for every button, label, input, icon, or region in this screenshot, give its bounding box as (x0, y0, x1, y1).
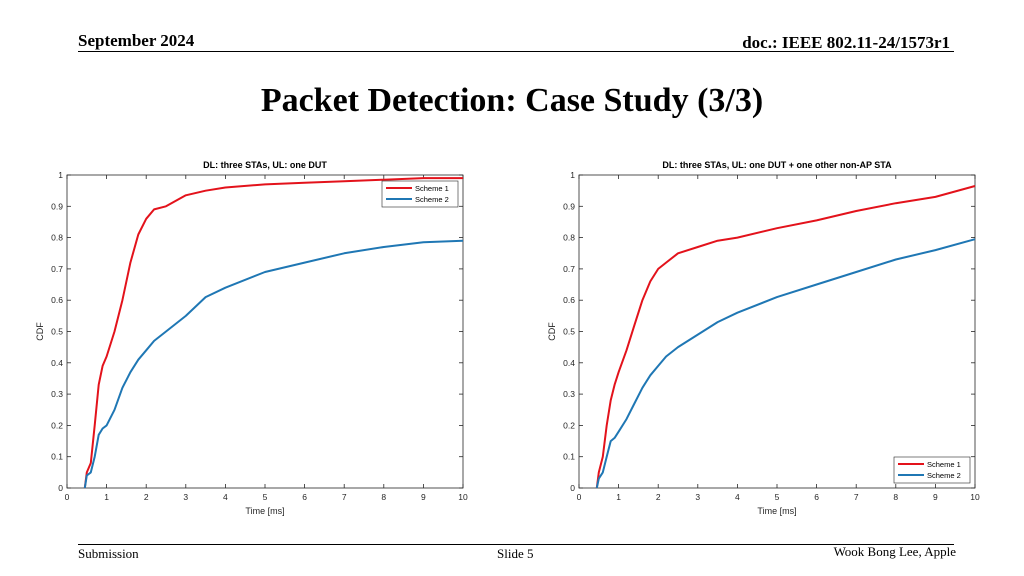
y-tick-label: 0.8 (563, 233, 575, 243)
plot-area (66, 174, 464, 489)
y-tick-label: 0.9 (563, 201, 575, 211)
header-date: September 2024 (78, 31, 195, 50)
x-tick-label: 0 (577, 492, 582, 502)
x-tick-label: 10 (458, 492, 468, 502)
x-axis-label: Time [ms] (757, 506, 796, 516)
x-tick-label: 1 (104, 492, 109, 502)
legend-box (381, 180, 459, 208)
y-tick-label: 1 (58, 170, 63, 180)
legend-label-1: Scheme 1 (927, 460, 961, 469)
x-axis-label: Time [ms] (245, 506, 284, 516)
x-tick-label: 7 (854, 492, 859, 502)
x-tick-label: 6 (814, 492, 819, 502)
y-tick-label: 0.9 (51, 201, 63, 211)
x-tick-label: 2 (144, 492, 149, 502)
y-axis-label: CDF (547, 322, 557, 341)
y-tick-label: 0.4 (51, 358, 63, 368)
x-tick-label: 10 (970, 492, 980, 502)
y-tick-label: 1 (570, 170, 575, 180)
footer-author: Wook Bong Lee, Apple (833, 544, 956, 559)
x-tick-label: 9 (933, 492, 938, 502)
x-tick-label: 9 (421, 492, 426, 502)
x-tick-label: 8 (893, 492, 898, 502)
x-tick-label: 8 (381, 492, 386, 502)
y-tick-label: 0.5 (563, 327, 575, 337)
x-tick-label: 0 (65, 492, 70, 502)
y-axis-label: CDF (35, 322, 45, 341)
y-tick-label: 0.4 (563, 358, 575, 368)
legend-label-1: Scheme 1 (415, 184, 449, 193)
x-tick-label: 3 (695, 492, 700, 502)
footer-submission: Submission (78, 546, 139, 561)
y-tick-label: 0.2 (563, 420, 575, 430)
chart-title: DL: three STAs, UL: one DUT (203, 160, 327, 170)
y-tick-label: 0.8 (51, 233, 63, 243)
y-tick-label: 0.5 (51, 327, 63, 337)
chart-right: 0 1 2 3 4 5 6 7 8 9 10 0 0.1 0.2 0.3 0.4 0.5 0.6 0.7 0.8 0.9… (547, 160, 980, 516)
chart-title: DL: three STAs, UL: one DUT + one other … (662, 160, 892, 170)
y-tick-label: 0 (570, 483, 575, 493)
y-tick-label: 0.3 (563, 389, 575, 399)
y-tick-label: 0.3 (51, 389, 63, 399)
x-tick-label: 3 (183, 492, 188, 502)
y-tick-label: 0.7 (51, 264, 63, 274)
x-tick-label: 7 (342, 492, 347, 502)
x-tick-label: 4 (735, 492, 740, 502)
series-line-1 (595, 185, 976, 489)
x-tick-label: 1 (616, 492, 621, 502)
legend-label-2: Scheme 2 (415, 195, 449, 204)
y-tick-label: 0 (58, 483, 63, 493)
chart-left: 0 1 2 3 4 5 6 7 8 9 10 0 0.1 0.2 0.3 0.4 0.5 0.6 0.7 0.8 0.9… (35, 160, 468, 516)
footer-rule (78, 544, 954, 545)
y-tick-label: 0.7 (563, 264, 575, 274)
series-line-1 (83, 177, 463, 489)
x-tick-label: 5 (775, 492, 780, 502)
legend-label-2: Scheme 2 (927, 471, 961, 480)
legend-box (893, 456, 971, 484)
y-tick-label: 0.6 (51, 295, 63, 305)
x-tick-label: 5 (263, 492, 268, 502)
header-rule (78, 51, 954, 52)
x-tick-label: 4 (223, 492, 228, 502)
header-doc-id: doc.: IEEE 802.11-24/1573r1 (742, 33, 950, 52)
series-line-2 (595, 238, 976, 489)
footer-slide-number: Slide 5 (497, 546, 534, 561)
x-tick-label: 6 (302, 492, 307, 502)
series-line-2 (83, 239, 464, 489)
y-tick-label: 0.1 (51, 452, 63, 462)
plot-area (578, 174, 976, 489)
x-tick-label: 2 (656, 492, 661, 502)
y-tick-label: 0.2 (51, 420, 63, 430)
y-tick-label: 0.6 (563, 295, 575, 305)
y-tick-label: 0.1 (563, 452, 575, 462)
slide-title: Packet Detection: Case Study (3/3) (260, 82, 764, 119)
